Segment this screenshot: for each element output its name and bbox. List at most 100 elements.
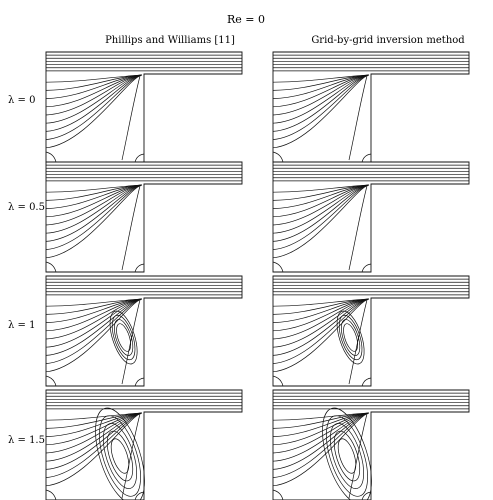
cavity-streamline: [272, 184, 370, 226]
eddy-streamline: [333, 430, 361, 482]
cavity-streamline: [45, 74, 143, 116]
cavity-streamline: [45, 298, 143, 307]
separating-streamline: [121, 299, 141, 385]
panel-outline: [272, 51, 470, 163]
cavity-streamline: [45, 74, 143, 140]
panel-outline: [45, 275, 243, 387]
column-label-phillips-williams: Phillips and Williams [11]: [105, 35, 235, 46]
separating-streamline: [121, 75, 141, 161]
cavity-streamline: [272, 184, 370, 193]
cavity-streamline: [272, 412, 370, 437]
cavity-streamline: [45, 412, 143, 470]
cavity-streamline: [272, 412, 370, 429]
corner-eddy: [361, 153, 372, 163]
eddy-streamline: [114, 319, 134, 356]
column-label-grid-by-grid: Grid-by-grid inversion method: [311, 35, 465, 46]
cavity-streamline: [272, 74, 370, 99]
corner-eddy: [45, 151, 57, 163]
cavity-streamline: [45, 298, 143, 323]
eddy-streamline: [337, 438, 357, 474]
corner-eddy: [45, 261, 57, 273]
cavity-streamline: [45, 74, 143, 83]
cavity-streamline: [272, 412, 370, 478]
cavity-streamline: [45, 412, 143, 446]
cavity-streamline: [272, 74, 370, 140]
corner-eddy: [272, 151, 284, 163]
cavity-streamline: [272, 184, 370, 259]
cavity-streamline: [45, 298, 143, 364]
streamline-panel: [45, 389, 243, 500]
cavity-streamline: [45, 184, 143, 209]
cavity-streamline: [272, 298, 370, 348]
cavity-streamline: [45, 412, 143, 487]
cavity-streamline: [45, 74, 143, 91]
eddy-streamline: [329, 423, 365, 489]
eddy-streamline: [109, 310, 138, 365]
eddy-streamline: [99, 415, 141, 497]
separating-streamline: [348, 299, 368, 385]
corner-eddy: [134, 491, 145, 500]
corner-eddy: [272, 375, 284, 387]
separating-streamline: [348, 75, 368, 161]
row-label-lambda-0-5: λ = 0.5: [8, 202, 45, 213]
separating-streamline: [121, 185, 141, 271]
cavity-streamline: [45, 298, 143, 340]
cavity-streamline: [45, 298, 143, 332]
cavity-streamline: [272, 298, 370, 307]
cavity-streamline: [272, 184, 370, 218]
cavity-streamline: [272, 184, 370, 201]
cavity-streamline: [45, 184, 143, 226]
cavity-streamline: [272, 298, 370, 323]
cavity-streamline: [45, 184, 143, 234]
cavity-streamline: [272, 184, 370, 242]
cavity-streamline: [272, 298, 370, 332]
cavity-streamline: [272, 412, 370, 462]
corner-eddy: [272, 261, 284, 273]
cavity-streamline: [45, 74, 143, 99]
eddy-streamline: [116, 323, 132, 352]
panel-outline: [272, 161, 470, 273]
panel-outline: [272, 389, 470, 500]
cavity-streamline: [272, 298, 370, 356]
cavity-streamline: [272, 184, 370, 250]
panels-group: [45, 51, 470, 500]
corner-eddy: [361, 263, 372, 273]
corner-eddy: [134, 263, 145, 273]
streamline-panel: [272, 51, 470, 163]
corner-eddy: [361, 377, 372, 387]
eddy-streamline: [110, 438, 130, 474]
corner-eddy: [361, 491, 372, 500]
cavity-streamline: [45, 412, 143, 478]
cavity-streamline: [272, 412, 370, 487]
corner-eddy: [134, 153, 145, 163]
streamline-panel: [45, 161, 243, 273]
cavity-streamline: [272, 74, 370, 91]
panel-outline: [45, 161, 243, 273]
cavity-streamline: [272, 74, 370, 108]
cavity-streamline: [272, 298, 370, 364]
separating-streamline: [348, 413, 368, 499]
cavity-streamline: [272, 412, 370, 421]
cavity-streamline: [272, 74, 370, 132]
streamline-panel: [272, 161, 470, 273]
cavity-streamline: [272, 412, 370, 446]
row-label-lambda-1: λ = 1: [8, 320, 35, 331]
eddy-streamline: [106, 430, 134, 482]
eddy-streamline: [338, 314, 363, 361]
cavity-streamline: [45, 412, 143, 462]
streamline-panel: [45, 275, 243, 387]
row-label-lambda-0: λ = 0: [8, 95, 35, 106]
streamline-panel: [272, 389, 470, 500]
cavity-streamline: [45, 184, 143, 259]
cavity-streamline: [45, 412, 143, 429]
row-label-lambda-1-5: λ = 1.5: [8, 435, 45, 446]
separating-streamline: [121, 413, 141, 499]
cavity-streamline: [272, 74, 370, 149]
cavity-streamline: [272, 74, 370, 83]
corner-eddy: [272, 489, 284, 500]
cavity-streamline: [272, 298, 370, 340]
cavity-streamline: [45, 184, 143, 218]
corner-eddy: [134, 377, 145, 387]
cavity-streamline: [45, 298, 143, 356]
streamline-panel: [45, 51, 243, 163]
